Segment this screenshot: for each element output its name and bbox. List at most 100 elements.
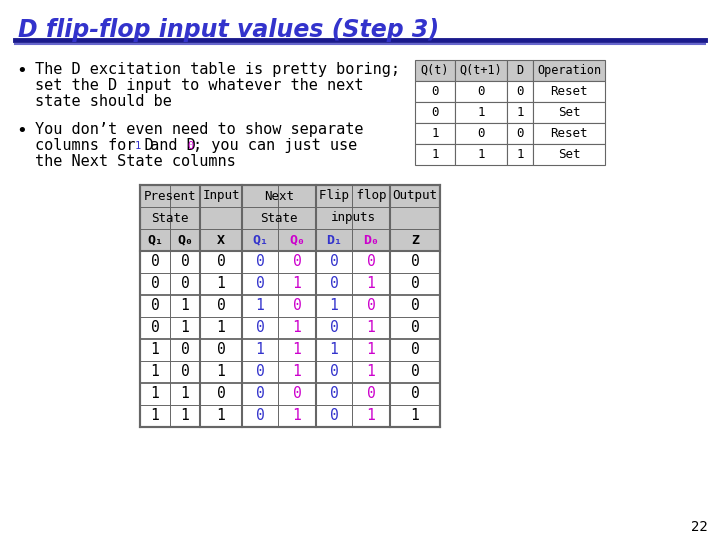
Text: 0: 0 [256,364,264,380]
Text: Q(t+1): Q(t+1) [459,64,503,77]
Text: 0: 0 [410,387,419,402]
Text: 1: 1 [217,321,225,335]
Text: 0: 0 [366,387,375,402]
Text: 1: 1 [410,408,419,423]
Text: 0: 0 [256,408,264,423]
Text: 1: 1 [256,342,264,357]
Text: 0: 0 [330,254,338,269]
Text: 0: 0 [431,85,438,98]
Bar [415,144,455,165]
Text: Flip flop: Flip flop [319,190,387,202]
Text: 1: 1 [292,342,302,357]
Text: state should be: state should be [35,94,172,109]
Bar [415,123,455,144]
Text: 0: 0 [330,321,338,335]
Text: 0: 0 [410,342,419,357]
Text: 0: 0 [187,141,194,151]
Text: 0: 0 [477,127,485,140]
Text: D₀: D₀ [363,233,379,246]
Text: •: • [16,62,27,80]
Text: 1: 1 [217,408,225,423]
Text: 1: 1 [181,321,189,335]
Text: inputs: inputs [330,212,376,225]
Text: 0: 0 [410,299,419,314]
Bar [455,102,507,123]
Bar [507,123,533,144]
Text: 0: 0 [181,364,189,380]
Text: 0: 0 [217,299,225,314]
Text: 0: 0 [217,254,225,269]
Text: 1: 1 [256,299,264,314]
Text: X: X [217,233,225,246]
Text: 0: 0 [217,387,225,402]
Bar [455,144,507,165]
Text: 1: 1 [366,321,375,335]
Text: Set: Set [558,106,580,119]
Text: 0: 0 [150,321,159,335]
Text: 0: 0 [256,387,264,402]
Text: 1: 1 [217,276,225,292]
Text: 1: 1 [366,364,375,380]
Text: 0: 0 [366,254,375,269]
Text: 1: 1 [181,387,189,402]
Text: 0: 0 [256,321,264,335]
Text: 1: 1 [366,408,375,423]
Text: 0: 0 [292,387,302,402]
Bar [507,81,533,102]
Text: 1: 1 [181,408,189,423]
Text: Z: Z [411,233,419,246]
Text: 0: 0 [477,85,485,98]
Text: 0: 0 [516,85,523,98]
Text: 0: 0 [256,276,264,292]
Text: 0: 0 [330,387,338,402]
Text: 0: 0 [410,254,419,269]
Bar [140,185,440,427]
Bar [507,60,533,81]
Text: 1: 1 [150,408,159,423]
Text: Q₀: Q₀ [177,233,193,246]
Text: ; you can just use: ; you can just use [193,138,358,153]
Bar [507,144,533,165]
Text: 0: 0 [150,299,159,314]
Text: Reset: Reset [550,127,588,140]
Text: Output: Output [392,190,438,202]
Text: •: • [16,122,27,140]
Text: 1: 1 [292,321,302,335]
Text: 0: 0 [330,276,338,292]
Text: the Next State columns: the Next State columns [35,154,235,169]
Text: 0: 0 [181,342,189,357]
Bar [415,60,455,81]
Bar [533,102,605,123]
Text: Q₁: Q₁ [252,233,268,246]
Text: 0: 0 [410,321,419,335]
Text: and D: and D [141,138,196,153]
Text: 0: 0 [217,342,225,357]
Text: 1: 1 [292,408,302,423]
Text: 0: 0 [431,106,438,119]
Text: Present: Present [144,190,197,202]
Text: 0: 0 [181,254,189,269]
Text: Q(t): Q(t) [420,64,449,77]
Bar [415,81,455,102]
Text: 1: 1 [135,141,141,151]
Text: 1: 1 [366,342,375,357]
Text: 1: 1 [330,342,338,357]
Text: Input: Input [202,190,240,202]
Text: 0: 0 [330,408,338,423]
Text: Next: Next [264,190,294,202]
Text: Operation: Operation [537,64,601,77]
Text: set the D input to whatever the next: set the D input to whatever the next [35,78,364,93]
Text: 1: 1 [431,148,438,161]
Text: 0: 0 [292,299,302,314]
Text: 0: 0 [330,364,338,380]
Text: 1: 1 [516,106,523,119]
Text: 1: 1 [477,148,485,161]
Bar [533,144,605,165]
Text: D₁: D₁ [326,233,342,246]
Text: 0: 0 [410,364,419,380]
Text: 1: 1 [431,127,438,140]
Text: State: State [151,212,189,225]
Text: 0: 0 [150,276,159,292]
Text: 0: 0 [150,254,159,269]
Text: Set: Set [558,148,580,161]
